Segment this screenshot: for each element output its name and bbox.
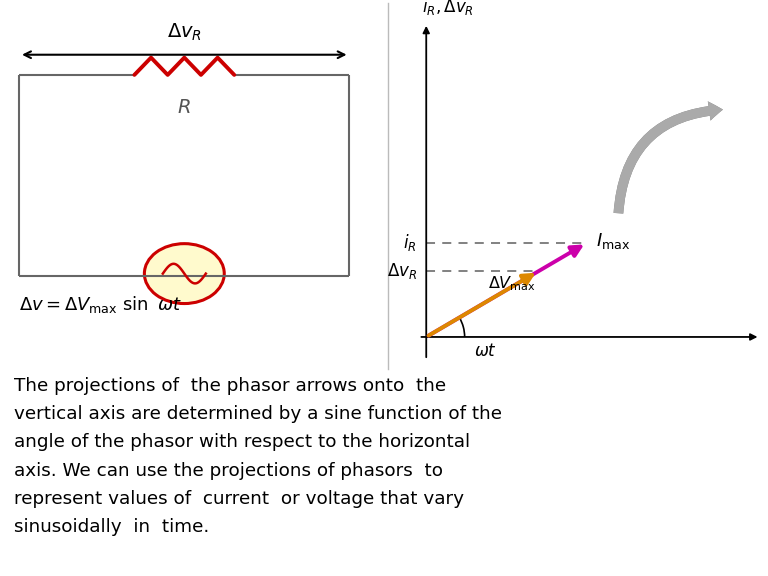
Text: The projections of  the phasor arrows onto  the
vertical axis are determined by : The projections of the phasor arrows ont… bbox=[14, 377, 502, 536]
Text: $R$: $R$ bbox=[177, 98, 191, 117]
FancyArrowPatch shape bbox=[614, 101, 723, 214]
Circle shape bbox=[144, 244, 224, 304]
Text: $\Delta V_{\mathrm{max}}$: $\Delta V_{\mathrm{max}}$ bbox=[488, 274, 536, 293]
Text: $\Delta v = \Delta V_{\mathrm{max}}\ \sin\ \omega t$: $\Delta v = \Delta V_{\mathrm{max}}\ \si… bbox=[19, 294, 182, 314]
FancyArrowPatch shape bbox=[614, 101, 723, 214]
Text: $\Delta v_R$: $\Delta v_R$ bbox=[167, 22, 202, 43]
Text: $i_R, \Delta v_R$: $i_R, \Delta v_R$ bbox=[422, 0, 475, 17]
Text: $I_{\mathrm{max}}$: $I_{\mathrm{max}}$ bbox=[596, 231, 631, 251]
Text: $i_R$: $i_R$ bbox=[403, 233, 417, 253]
Text: $\Delta v_R$: $\Delta v_R$ bbox=[387, 262, 417, 281]
Text: $\omega t$: $\omega t$ bbox=[474, 342, 497, 359]
